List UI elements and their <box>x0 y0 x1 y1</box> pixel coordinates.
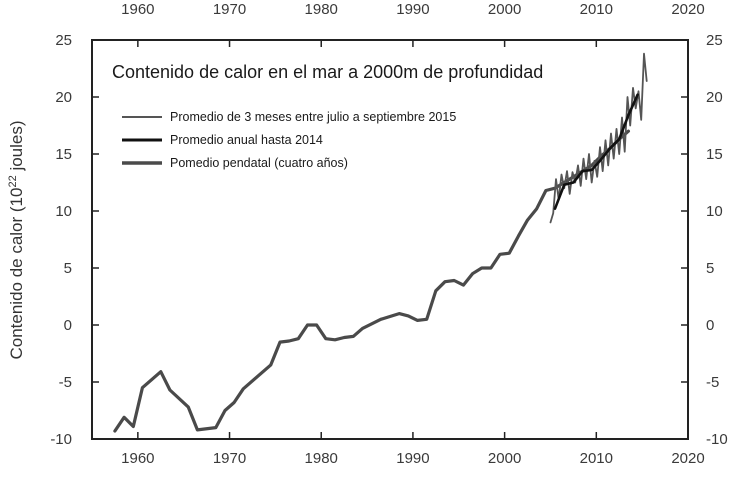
x-tick-label-bottom-3: 1990 <box>396 450 429 467</box>
y-axis-title-exponent: 22 <box>7 175 19 187</box>
y-tick-label-left-1: -5 <box>59 374 72 391</box>
y-tick-label-right-1: -5 <box>706 374 719 391</box>
legend: Promedio de 3 meses entre julio a septie… <box>122 110 456 170</box>
x-tick-label-top-2: 1980 <box>305 1 338 18</box>
y-tick-label-right-2: 0 <box>706 317 714 334</box>
series-line-annual <box>553 93 639 210</box>
y-tick-label-left-3: 5 <box>64 260 72 277</box>
x-tick-label-top-0: 1960 <box>121 1 154 18</box>
x-tick-label-top-5: 2010 <box>580 1 613 18</box>
legend-label-annual: Promedio anual hasta 2014 <box>170 133 323 147</box>
x-tick-label-bottom-1: 1970 <box>213 450 246 467</box>
y-tick-label-left-2: 0 <box>64 317 72 334</box>
y-tick-label-right-7: 25 <box>706 32 723 49</box>
x-tick-label-bottom-5: 2010 <box>580 450 613 467</box>
x-tick-label-top-4: 2000 <box>488 1 521 18</box>
x-tick-label-bottom-4: 2000 <box>488 450 521 467</box>
legend-label-monthly: Promedio de 3 meses entre julio a septie… <box>170 110 456 124</box>
y-tick-label-left-4: 10 <box>55 203 72 220</box>
ticks-layer: 1960196019701970198019801990199020002000… <box>50 1 727 467</box>
y-tick-label-left-0: -10 <box>50 431 72 448</box>
y-tick-label-right-4: 10 <box>706 203 723 220</box>
y-tick-label-right-6: 20 <box>706 89 723 106</box>
x-tick-label-bottom-2: 1980 <box>305 450 338 467</box>
series-layer <box>113 52 648 433</box>
y-tick-label-right-3: 5 <box>706 260 714 277</box>
y-tick-label-left-5: 15 <box>55 146 72 163</box>
y-axis-title-unit: joules) <box>7 120 26 175</box>
legend-label-pentadal: Pomedio pendatal (cuatro años) <box>170 156 348 170</box>
x-tick-label-bottom-0: 1960 <box>121 450 154 467</box>
chart-title: Contenido de calor en el mar a 2000m de … <box>112 62 543 82</box>
plot-frame <box>91 39 689 440</box>
x-tick-label-top-6: 2020 <box>671 1 704 18</box>
y-tick-label-right-0: -10 <box>706 431 728 448</box>
y-axis-title-main: Contenido de calor (10 <box>7 188 26 360</box>
x-tick-label-top-3: 1990 <box>396 1 429 18</box>
y-tick-label-left-7: 25 <box>55 32 72 49</box>
y-axis-title: Contenido de calor (1022 joules) <box>7 120 26 359</box>
y-tick-label-left-6: 20 <box>55 89 72 106</box>
x-tick-label-bottom-6: 2020 <box>671 450 704 467</box>
series-line-monthly <box>549 52 648 224</box>
y-tick-label-right-5: 15 <box>706 146 723 163</box>
x-tick-label-top-1: 1970 <box>213 1 246 18</box>
series-line-pentadal <box>113 129 631 433</box>
